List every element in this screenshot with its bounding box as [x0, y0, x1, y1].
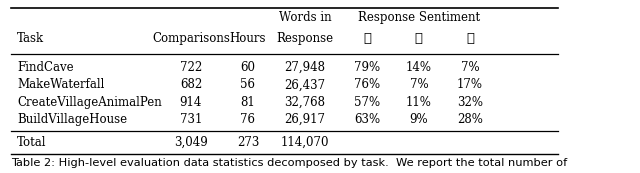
- Text: 3,049: 3,049: [174, 136, 208, 149]
- Text: 👍: 👍: [364, 31, 372, 45]
- Text: 9%: 9%: [410, 113, 428, 126]
- Text: CreateVillageAnimalPen: CreateVillageAnimalPen: [17, 95, 162, 109]
- Text: Response: Response: [276, 31, 333, 45]
- Text: 273: 273: [237, 136, 259, 149]
- Text: Response Sentiment: Response Sentiment: [358, 11, 480, 24]
- Text: Total: Total: [17, 136, 47, 149]
- Text: 76%: 76%: [355, 78, 381, 91]
- Text: 26,437: 26,437: [284, 78, 325, 91]
- Text: 63%: 63%: [355, 113, 381, 126]
- Text: 17%: 17%: [457, 78, 483, 91]
- Text: 14%: 14%: [406, 61, 432, 74]
- Text: 56: 56: [241, 78, 255, 91]
- Text: 731: 731: [180, 113, 202, 126]
- Text: 11%: 11%: [406, 95, 432, 109]
- Text: 79%: 79%: [355, 61, 381, 74]
- Text: 60: 60: [241, 61, 255, 74]
- Text: Words in: Words in: [278, 11, 331, 24]
- Text: 27,948: 27,948: [284, 61, 325, 74]
- Text: 👉: 👉: [466, 31, 474, 45]
- Text: 32%: 32%: [457, 95, 483, 109]
- Text: 914: 914: [180, 95, 202, 109]
- Text: 👎: 👎: [415, 31, 423, 45]
- Text: 682: 682: [180, 78, 202, 91]
- Text: 7%: 7%: [461, 61, 479, 74]
- Text: Task: Task: [17, 31, 44, 45]
- Text: 7%: 7%: [410, 78, 428, 91]
- Text: 28%: 28%: [457, 113, 483, 126]
- Text: 722: 722: [180, 61, 202, 74]
- Text: Comparisons: Comparisons: [152, 31, 230, 45]
- Text: 32,768: 32,768: [284, 95, 325, 109]
- Text: MakeWaterfall: MakeWaterfall: [17, 78, 104, 91]
- Text: 26,917: 26,917: [284, 113, 325, 126]
- Text: 76: 76: [241, 113, 255, 126]
- Text: Table 2: High-level evaluation data statistics decomposed by task.  We report th: Table 2: High-level evaluation data stat…: [12, 158, 568, 168]
- Text: 57%: 57%: [355, 95, 381, 109]
- Text: FindCave: FindCave: [17, 61, 74, 74]
- Text: Hours: Hours: [230, 31, 266, 45]
- Text: BuildVillageHouse: BuildVillageHouse: [17, 113, 127, 126]
- Text: 81: 81: [241, 95, 255, 109]
- Text: 114,070: 114,070: [280, 136, 329, 149]
